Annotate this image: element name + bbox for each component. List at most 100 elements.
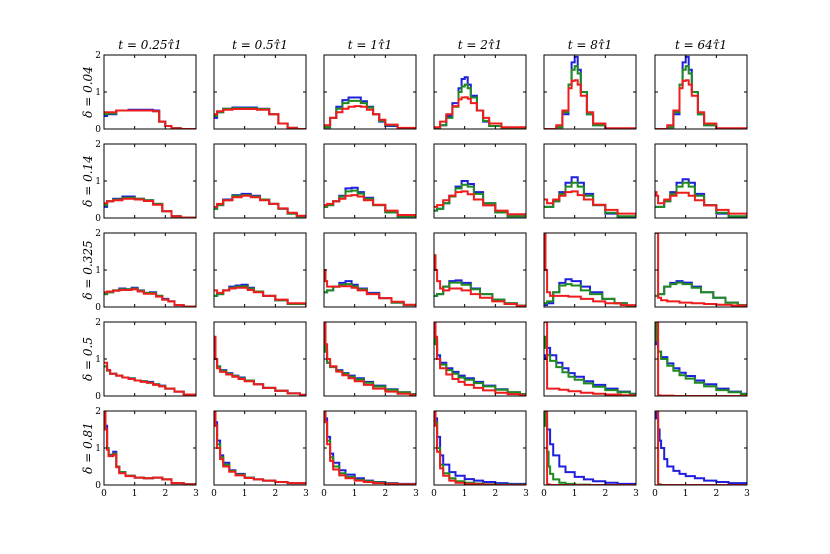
panel-frame [323,54,417,130]
panel-frame [323,143,417,219]
panel-frame [543,54,637,130]
x-tick-label: 2 [713,489,719,499]
series-green-r4-c0 [104,411,196,485]
series-red-r3-c3 [434,322,526,396]
series-blue-r3-c1 [214,339,306,396]
series-green-r0-c1 [214,107,306,129]
panel-frame [654,321,748,397]
panel-frame [654,232,748,308]
panel-r3-c0: 0 1 2 [95,318,197,402]
panel-r2-c3 [433,232,527,308]
series-red-r4-c4 [544,411,636,485]
x-tick-label: 0 [321,489,327,499]
series-green-r0-c5 [655,65,747,129]
series-red-r0-c5 [655,79,747,129]
y-tick-label: 0 [95,392,101,402]
column-titles: t = 0.25τ̂1 t = 0.5τ̂1 t = 1τ̂1 t = 2τ̂1 t =… [118,38,727,52]
panel-frame [654,143,748,219]
series-blue-r0-c3 [434,76,526,129]
series-red-r2-c3 [434,254,526,307]
x-tick-label: 0 [541,489,547,499]
series-red-r0-c2 [324,105,416,129]
panel-r2-c1 [213,232,307,308]
series-blue-r4-c4 [544,411,636,485]
y-tick-label: 2 [95,229,101,239]
panel-frame [543,143,637,219]
panel-r0-c3 [433,54,527,130]
x-tick-label: 2 [382,489,388,499]
panel-r3-c5 [654,321,748,397]
x-tick-label: 1 [462,489,468,499]
series-blue-r4-c2 [324,411,416,485]
series-green-r4-c2 [324,411,416,485]
series-blue-r1-c5 [655,178,747,218]
series-red-r1-c5 [655,191,747,217]
series-green-r2-c5 [655,281,747,307]
column-title-5: t = 64τ̂1 [675,38,727,52]
x-tick-label: 1 [572,489,578,499]
y-tick-label: 2 [95,51,101,61]
panel-r3-c2 [323,321,417,397]
x-tick-label: 3 [413,489,419,499]
panel-r2-c2 [323,232,417,308]
panel-frame [433,321,527,397]
column-title-3: t = 2τ̂1 [458,38,502,52]
x-tick-label: 3 [523,489,529,499]
series-green-r3-c3 [434,322,526,396]
y-tick-label: 0 [95,481,101,491]
y-tick-label: 1 [95,444,101,454]
series-green-r3-c4 [544,335,636,396]
series-red-r2-c4 [544,233,636,307]
y-tick-label: 2 [95,318,101,328]
series-green-r3-c1 [214,339,306,396]
panel-r4-c5: 0 1 2 3 [652,410,750,499]
series-red-r3-c1 [214,335,306,396]
series-green-r0-c4 [544,65,636,129]
panel-r0-c2 [323,54,417,130]
x-tick-label: 2 [272,489,278,499]
series-red-r0-c4 [544,79,636,129]
series-red-r1-c2 [324,194,416,218]
y-tick-label: 0 [95,214,101,224]
series-blue-r0-c0 [104,108,196,129]
panel-frame [543,321,637,397]
panel-r0-c4 [543,54,637,130]
panel-frame [103,232,197,308]
row-label-2: δ = 0.325 [81,240,95,299]
y-tick-label: 1 [95,355,101,365]
panel-r1-c2 [323,143,417,219]
series-blue-r4-c0 [104,411,196,485]
column-title-4: t = 8τ̂1 [568,38,612,52]
y-tick-label: 2 [95,407,101,417]
series-red-r4-c2 [324,411,416,485]
panel-r3-c3 [433,321,527,397]
x-tick-label: 2 [162,489,168,499]
x-tick-label: 0 [652,489,658,499]
series-red-r3-c0 [104,361,196,396]
series-green-r4-c4 [544,411,636,485]
x-tick-label: 1 [683,489,689,499]
series-green-r3-c5 [655,322,747,396]
panel-r1-c3 [433,143,527,219]
y-tick-label: 0 [95,303,101,313]
row-label-4: δ = 0.81 [81,422,95,474]
panel-r1-c4 [543,143,637,219]
series-red-r2-c1 [214,286,306,306]
series-green-r1-c2 [324,189,416,218]
y-tick-label: 1 [95,88,101,98]
column-title-1: t = 0.5τ̂1 [232,38,288,52]
series-blue-r1-c4 [544,176,636,218]
series-green-r4-c3 [434,411,526,485]
x-tick-label: 3 [633,489,639,499]
series-green-r1-c5 [655,181,747,218]
panel-r4-c0: 0 1 2 0 1 2 3 [95,407,199,499]
y-tick-label: 0 [95,125,101,135]
x-tick-label: 0 [431,489,437,499]
row-labels: δ = 0.04 δ = 0.14 δ = 0.325 δ = 0.5 δ = 0.81 [81,66,95,474]
series-red-r4-c0 [104,411,196,485]
panel-frame [103,54,197,130]
x-tick-label: 3 [193,489,199,499]
series-green-r0-c0 [104,109,196,129]
panel-frame [103,410,197,486]
panel-r2-c4 [543,232,637,308]
